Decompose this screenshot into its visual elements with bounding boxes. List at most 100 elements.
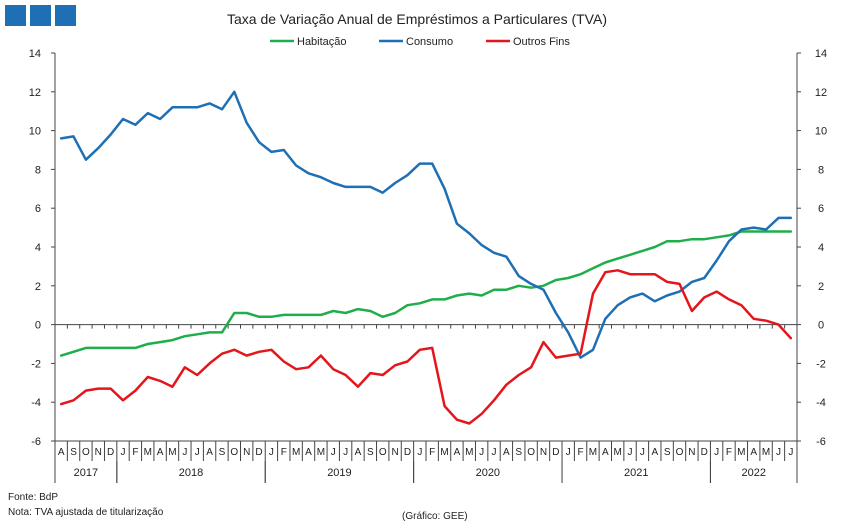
legend: Habitação Consumo Outros Fins: [270, 36, 570, 48]
y-tick-label-right: -4: [816, 397, 826, 409]
x-tick-label-month: J: [331, 447, 336, 458]
x-tick-label-month: A: [305, 447, 312, 458]
x-tick-label-month: S: [219, 447, 226, 458]
y-tick-label-left: 14: [29, 48, 41, 60]
x-tick-label-month: J: [269, 447, 274, 458]
y-tick-label-right: -2: [816, 358, 826, 370]
x-tick-label-month: M: [292, 447, 300, 458]
x-tick-label-month: M: [168, 447, 176, 458]
x-tick-label-month: S: [515, 447, 522, 458]
x-tick-label-month: N: [540, 447, 547, 458]
y-tick-label-right: 4: [818, 242, 824, 254]
y-tick-label-right: 6: [818, 203, 824, 215]
x-tick-label-month: J: [492, 447, 497, 458]
x-tick-label-month: F: [429, 447, 435, 458]
x-tick-label-month: J: [479, 447, 484, 458]
logo-square-1: [5, 5, 26, 26]
x-tick-label-month: S: [664, 447, 671, 458]
y-tick-label-right: 14: [815, 48, 827, 60]
x-tick-label-month: A: [503, 447, 510, 458]
x-tick-label-month: O: [527, 447, 535, 458]
x-tick-label-month: M: [762, 447, 770, 458]
y-tick-label-right: 10: [815, 126, 827, 138]
y-tick-label-left: 4: [35, 242, 41, 254]
x-tick-label-month: J: [343, 447, 348, 458]
series-line: [59, 230, 793, 357]
x-tick-label-month: S: [367, 447, 374, 458]
x-tick-label-month: J: [714, 447, 719, 458]
y-tick-label-right: 2: [818, 281, 824, 293]
y-tick-label-left: 2: [35, 281, 41, 293]
x-tick-label-month: F: [726, 447, 732, 458]
x-tick-label-month: A: [750, 447, 757, 458]
x-tick-label-month: A: [58, 447, 65, 458]
x-tick-label-month: F: [578, 447, 584, 458]
y-tick-label-left: 12: [29, 87, 41, 99]
footnote: Nota: TVA ajustada de titularização: [8, 507, 164, 518]
x-tick-label-month: M: [589, 447, 597, 458]
x-tick-label-month: N: [95, 447, 102, 458]
x-tick-label-year: 2017: [74, 467, 98, 479]
y-tick-label-left: -6: [31, 436, 41, 448]
y-tick-label-right: 12: [815, 87, 827, 99]
series-line: [59, 90, 793, 359]
x-tick-label-month: N: [688, 447, 695, 458]
legend-label: Outros Fins: [513, 36, 570, 48]
y-tick-label-right: 0: [818, 320, 824, 332]
legend-label: Habitação: [297, 36, 347, 48]
x-tick-label-month: D: [255, 447, 262, 458]
x-tick-label-month: F: [132, 447, 138, 458]
x-tick-label-year: 2022: [741, 467, 765, 479]
x-tick-label-month: J: [776, 447, 781, 458]
x-tick-label-month: J: [195, 447, 200, 458]
x-tick-label-year: 2018: [179, 467, 203, 479]
y-tick-label-right: -6: [816, 436, 826, 448]
chart-title: Taxa de Variação Anual de Empréstimos a …: [227, 11, 607, 27]
x-tick-label-month: D: [552, 447, 559, 458]
x-tick-label-month: M: [144, 447, 152, 458]
x-tick-label-month: J: [121, 447, 126, 458]
x-tick-label-month: M: [614, 447, 622, 458]
x-tick-label-month: A: [651, 447, 658, 458]
series-lines: [59, 90, 793, 425]
y-tick-label-left: 0: [35, 320, 41, 332]
x-tick-label-month: D: [701, 447, 708, 458]
x-tick-label-month: A: [602, 447, 609, 458]
x-tick-label-month: J: [417, 447, 422, 458]
logo-square-2: [30, 5, 51, 26]
y-tick-label-right: 8: [818, 164, 824, 176]
x-tick-label-month: M: [440, 447, 448, 458]
y-tick-label-left: 10: [29, 126, 41, 138]
x-tick-label-month: A: [206, 447, 213, 458]
x-tick-label-month: O: [676, 447, 684, 458]
logo-square-3: [55, 5, 76, 26]
series-line: [59, 269, 793, 425]
x-tick-label-month: O: [379, 447, 387, 458]
x-tick-label-month: N: [391, 447, 398, 458]
legend-label: Consumo: [406, 36, 453, 48]
y-tick-label-left: 6: [35, 203, 41, 215]
x-tick-label-month: S: [70, 447, 77, 458]
x-tick-label-month: O: [82, 447, 90, 458]
y-tick-label-left: -2: [31, 358, 41, 370]
x-tick-label-month: J: [628, 447, 633, 458]
x-tick-label-month: J: [640, 447, 645, 458]
x-tick-label-month: F: [281, 447, 287, 458]
x-tick-label-month: N: [243, 447, 250, 458]
x-tick-label-month: O: [230, 447, 238, 458]
x-tick-label-month: A: [355, 447, 362, 458]
x-tick-label-year: 2019: [327, 467, 351, 479]
x-tick-label-year: 2020: [476, 467, 500, 479]
x-tick-label-month: J: [788, 447, 793, 458]
x-tick-label-month: M: [737, 447, 745, 458]
source-note: Fonte: BdP: [8, 492, 59, 503]
x-tick-label-month: D: [404, 447, 411, 458]
x-tick-label-month: J: [566, 447, 571, 458]
x-tick-label-year: 2021: [624, 467, 648, 479]
x-tick-label-month: A: [157, 447, 164, 458]
x-tick-label-month: A: [454, 447, 461, 458]
x-tick-label-month: M: [317, 447, 325, 458]
y-tick-label-left: -4: [31, 397, 41, 409]
